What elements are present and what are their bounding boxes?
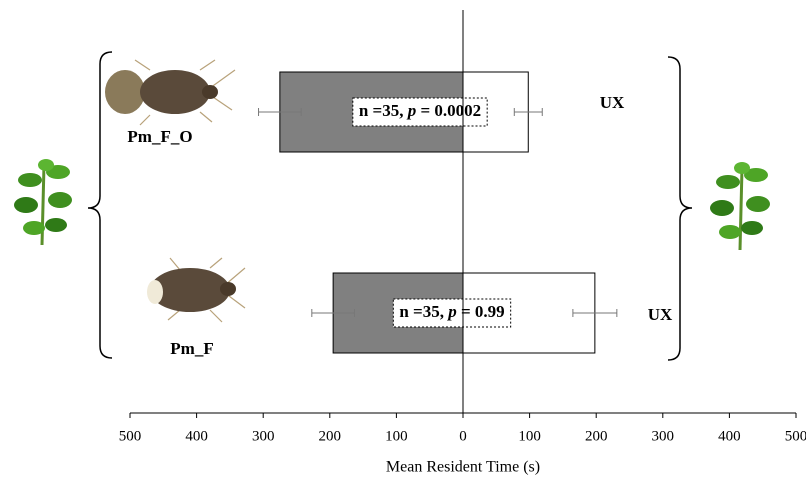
annotation: n =35, p = 0.99: [392, 298, 512, 328]
bug-top: [105, 59, 236, 126]
category-label: Pm_F_O: [127, 127, 192, 146]
x-tick-label: 100: [385, 428, 408, 444]
x-tick-label: 300: [252, 428, 275, 444]
error-bar: [572, 309, 618, 317]
x-tick-label: 200: [319, 428, 342, 444]
x-tick-label: 100: [518, 428, 541, 444]
error-bar: [258, 108, 302, 116]
right-bracket: [667, 56, 693, 361]
error-bar: [311, 309, 355, 317]
x-tick-label: 200: [585, 428, 608, 444]
annotation-part: p: [406, 101, 417, 120]
annotation-part: = 0.99: [457, 302, 505, 321]
bug-bottom: [147, 257, 246, 323]
plant-right: [710, 162, 770, 251]
annotation-text: n =35, p = 0.99: [399, 302, 504, 321]
category-label: Pm_F: [170, 339, 213, 358]
annotation-part: n =35,: [359, 101, 408, 120]
x-tick-label: 500: [785, 428, 806, 444]
x-tick-label: 400: [185, 428, 208, 444]
error-bar: [513, 108, 543, 116]
plant-left: [14, 159, 72, 246]
annotation-text: n =35, p = 0.0002: [359, 101, 481, 120]
x-tick-label: 300: [652, 428, 675, 444]
left-bracket: [87, 51, 113, 359]
x-tick-label: 0: [459, 428, 467, 444]
right-label: UX: [600, 93, 625, 112]
annotation-part: = 0.0002: [416, 101, 481, 120]
x-tick-label: 500: [119, 428, 142, 444]
annotation-box: [392, 298, 512, 328]
right-label: UX: [648, 305, 673, 324]
annotation-part: n =35,: [399, 302, 448, 321]
x-tick-label: 400: [718, 428, 741, 444]
annotation-part: p: [446, 302, 457, 321]
annotation-box: [352, 97, 488, 127]
annotation: n =35, p = 0.0002: [352, 97, 488, 127]
x-axis-title: Mean Resident Time (s): [386, 459, 540, 476]
